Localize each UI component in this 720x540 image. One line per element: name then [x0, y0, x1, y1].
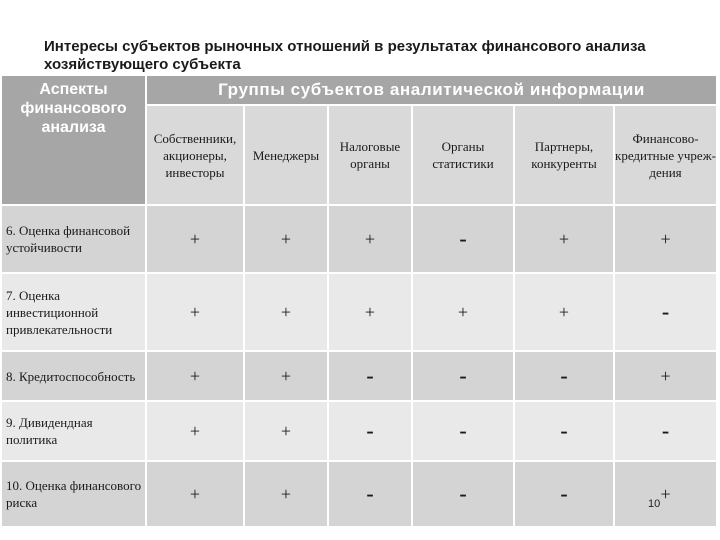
column-header-managers: Менеджеры [243, 104, 329, 206]
interest-mark: - [411, 204, 515, 274]
interest-mark: + [513, 204, 615, 274]
interest-mark: + [243, 460, 329, 528]
interest-mark: + [612, 460, 719, 528]
interest-mark: + [612, 350, 719, 402]
groups-header: Группы субъектов аналитической информаци… [144, 74, 719, 106]
interest-mark: + [513, 272, 615, 352]
interest-mark: - [612, 400, 719, 462]
row-label: 9. Дивидендная политика [0, 400, 147, 462]
column-header-owners: Собственники, акционеры, инвесторы [145, 104, 245, 206]
page-number: 10 [648, 498, 661, 510]
interest-mark: - [513, 460, 615, 528]
row-label: 6. Оценка финансовой устойчивости [0, 204, 147, 274]
table-row: 10. Оценка финансового риска + + - - - + [0, 460, 719, 528]
interest-mark: - [513, 400, 615, 462]
interest-mark: + [612, 204, 719, 274]
interest-mark: - [411, 460, 515, 528]
slide-title: Интересы субъектов рыночных отношений в … [44, 38, 646, 73]
interest-mark: - [327, 460, 413, 528]
interest-mark: + [145, 350, 245, 402]
column-header-statistics: Органы статистики [411, 104, 515, 206]
column-header-credit: Финансово-кредитные учреж-дения [612, 104, 719, 206]
table-row: 8. Кредитоспособность + + - - - + [0, 350, 719, 402]
interest-mark: + [243, 204, 329, 274]
interest-mark: + [243, 272, 329, 352]
aspects-header: Аспекты финансового анализа [0, 74, 147, 206]
table-row: 6. Оценка финансовой устойчивости + + + … [0, 204, 719, 274]
interest-mark: + [243, 350, 329, 402]
interest-mark: + [411, 272, 515, 352]
interest-mark: - [411, 400, 515, 462]
interest-mark: - [612, 272, 719, 352]
interest-mark: + [145, 272, 245, 352]
column-header-tax: Налоговые органы [327, 104, 413, 206]
interest-mark: + [327, 204, 413, 274]
table-row: 9. Дивидендная политика + + - - - - [0, 400, 719, 462]
interest-mark: + [327, 272, 413, 352]
interest-mark: + [243, 400, 329, 462]
interest-mark: + [145, 460, 245, 528]
interest-mark: + [145, 204, 245, 274]
interest-mark: + [145, 400, 245, 462]
row-label: 8. Кредитоспособность [0, 350, 147, 402]
column-header-partners: Партнеры, конкуренты [513, 104, 615, 206]
interest-mark: - [513, 350, 615, 402]
row-label: 10. Оценка финансового риска [0, 460, 147, 528]
row-label: 7. Оценка инвестиционной привлекательнос… [0, 272, 147, 352]
interest-mark: - [411, 350, 515, 402]
interest-mark: - [327, 400, 413, 462]
interests-table: Аспекты финансового анализа Группы субъе… [0, 74, 719, 528]
interest-mark: - [327, 350, 413, 402]
table-row: 7. Оценка инвестиционной привлекательнос… [0, 272, 719, 352]
